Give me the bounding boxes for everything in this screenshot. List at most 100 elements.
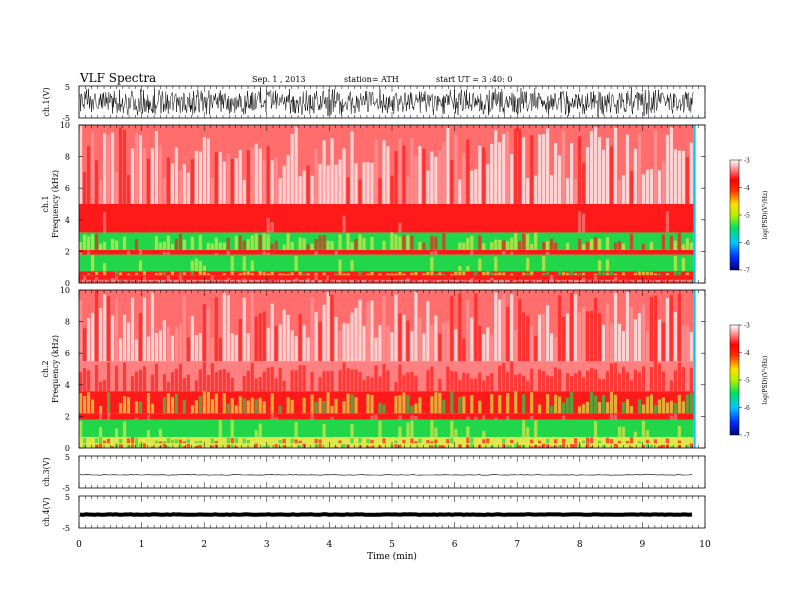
spectrogram-cell: [510, 403, 514, 414]
spectrogram-cell: [226, 250, 230, 255]
spectrogram-cell: [617, 413, 622, 420]
spectrogram-cell: [502, 414, 506, 420]
spectrogram-cell: [122, 421, 127, 437]
spectrogram-cell: [350, 424, 354, 437]
spectrogram-cell: [645, 444, 650, 448]
spectrogram-cell: [653, 404, 658, 414]
spectrogram-cell: [374, 235, 378, 250]
spectrogram-cell: [366, 273, 370, 276]
spectrogram-cell: [446, 395, 450, 414]
spectrogram-cell: [166, 427, 171, 437]
spectrogram-cell: [370, 275, 374, 280]
spectrogram-cell: [593, 276, 598, 280]
spectrogram-cell: [629, 446, 634, 448]
spectrogram-cell: [442, 322, 446, 362]
spectrogram-cell: [254, 143, 258, 204]
spectrogram-cell: [206, 259, 210, 272]
spectrogram-cell: [410, 251, 414, 255]
spectrogram-cell: [110, 211, 115, 233]
spectrogram-cell: [502, 272, 506, 276]
spectrogram-cell: [657, 281, 661, 283]
spectrogram-cell: [354, 444, 358, 448]
spectrogram-cell: [565, 178, 570, 204]
spectrogram-cell: [486, 271, 490, 276]
spectrogram-cell: [637, 413, 642, 420]
spectrogram-cell: [673, 240, 677, 250]
spectrogram-cell: [114, 415, 119, 420]
spectrogram-cell: [206, 445, 210, 448]
spectrogram-cell: [318, 439, 322, 444]
spectrogram-cell: [641, 223, 646, 233]
spectrogram-cell: [450, 437, 454, 444]
spectrogram-cell: [218, 415, 222, 420]
spectrogram-cell: [558, 155, 562, 204]
spectrogram-cell: [86, 370, 91, 392]
spectrogram-cell: [230, 256, 234, 272]
spectrogram-cell: [665, 402, 669, 414]
spectrogram-cell: [454, 216, 458, 233]
spectrogram-cell: [270, 430, 274, 437]
spectrogram-cell: [542, 414, 546, 420]
spectrogram-cell: [282, 391, 286, 414]
spectrogram-cell: [266, 440, 270, 444]
spectrogram-cell: [306, 367, 310, 392]
spectrogram-cell: [450, 160, 454, 204]
spectrogram-cell: [258, 446, 262, 448]
spectrogram-cell: [685, 445, 689, 448]
spectrogram-cell: [358, 234, 362, 250]
spectrogram-cell: [526, 251, 530, 255]
spectrogram-cell: [110, 446, 115, 448]
spectrogram-cell: [454, 252, 458, 255]
spectrogram-cell: [246, 333, 250, 362]
spectrogram-cell: [613, 273, 618, 276]
spectrogram-cell: [270, 413, 274, 420]
spectrogram-cell: [82, 427, 87, 437]
spectrogram-cell: [430, 207, 434, 233]
spectrogram-cell: [406, 219, 410, 233]
spectrogram-cell: [90, 255, 95, 272]
spectrogram-cell: [406, 235, 410, 250]
ch1-waveform-line: [79, 87, 694, 117]
spectrogram-cell: [490, 445, 494, 448]
spectrogram-cell: [677, 257, 681, 272]
spectrogram-cell: [633, 210, 638, 233]
spectrogram-cell: [613, 252, 618, 255]
spectrogram-cell: [414, 443, 418, 448]
spectrogram-cell: [114, 276, 119, 280]
spectrogram-cell: [577, 312, 582, 362]
spectrogram-cell: [382, 252, 386, 255]
spectrogram-cell: [366, 438, 370, 444]
spectrogram-cell: [653, 281, 658, 283]
spectrogram-cell: [226, 444, 230, 448]
spectrogram-cell: [254, 206, 258, 233]
spectrogram-cell: [258, 423, 262, 437]
spectrogram-cell: [142, 398, 147, 414]
spectrogram-cell: [134, 262, 139, 272]
spectrogram-cell: [681, 438, 685, 444]
spectrogram-cell: [510, 413, 514, 420]
spectrogram-cell: [617, 323, 622, 362]
spectrogram-cell: [589, 273, 594, 276]
spectrogram-cell: [154, 277, 159, 280]
spectrogram-cell: [350, 275, 354, 280]
spectrogram-cell: [346, 323, 350, 362]
spectrogram-cell: [454, 329, 458, 362]
spectrogram-cell: [90, 250, 95, 255]
spectrogram-cell: [206, 374, 210, 392]
spectrogram-cell: [418, 272, 422, 276]
spectrogram-cell: [390, 232, 394, 250]
spectrogram-cell: [330, 241, 334, 250]
spectrogram-cell: [657, 363, 661, 392]
spectrogram-blank: [695, 125, 705, 283]
spectrogram-cell: [426, 301, 430, 362]
spectrogram-cell: [234, 417, 238, 420]
spectrogram-cell: [689, 277, 693, 280]
spectrogram-cell: [346, 439, 350, 444]
spectrogram-cell: [502, 133, 506, 204]
spectrogram-cell: [502, 281, 506, 283]
spectrogram-cell: [677, 394, 681, 414]
spectrogram-cell: [558, 295, 562, 362]
spectrogram-cell: [514, 128, 518, 204]
spectrogram-cell: [218, 440, 222, 444]
spectrogram-cell: [426, 280, 430, 283]
